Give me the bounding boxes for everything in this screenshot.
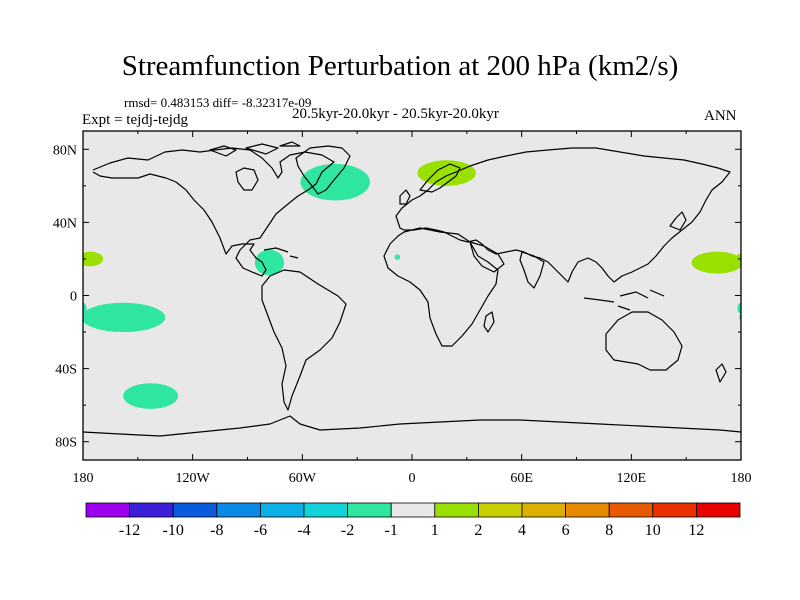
north-atlantic-negative	[300, 163, 370, 201]
axis-ticks	[82, 131, 742, 460]
colorbar-swatch	[216, 502, 261, 518]
coastlines	[83, 141, 741, 437]
map-background	[83, 131, 741, 460]
coastline-africa	[383, 227, 499, 347]
northeast-pacific-positive	[83, 251, 104, 267]
colorbar-label: -6	[254, 522, 267, 539]
lat-tick-label: 80S	[55, 436, 77, 451]
stats-text: rmsd= 0.483153 diff= -8.32317e-09	[124, 95, 312, 110]
axis-tick-labels: 80N 40N 0 40S 80S 180 120W 60W 0 60E 120E 180	[53, 143, 752, 486]
lon-tick-label: 180	[73, 471, 94, 486]
colorbar-label: -1	[385, 522, 398, 539]
colorbar-swatch	[303, 502, 348, 518]
west-pacific-edge-negative-wrap	[83, 302, 87, 314]
coastline-greenland	[295, 145, 351, 195]
colorbar-swatch	[521, 502, 566, 518]
colorbar-label: -12	[119, 522, 140, 539]
coastline-north-america	[92, 147, 335, 277]
colorbar-swatch	[390, 502, 436, 518]
colorbar-swatch	[652, 502, 697, 518]
lat-tick-label: 0	[70, 290, 77, 305]
coastline-australia	[605, 311, 683, 371]
colorbar-swatch	[477, 502, 523, 518]
colorbar-label: 1	[431, 522, 439, 539]
lat-tick-label: 40N	[53, 216, 77, 231]
coastline-eurasia	[395, 147, 731, 283]
colorbar-label: 4	[518, 522, 526, 539]
coastline-japan	[669, 211, 687, 231]
period-text: 20.5kyr-20.0kyr - 20.5kyr-20.0kyr	[292, 106, 499, 122]
lon-tick-label: 0	[409, 471, 416, 486]
northwest-pacific-positive-wrap	[83, 258, 85, 267]
colorbar-swatch	[129, 502, 174, 518]
coastline-arabia	[469, 241, 505, 273]
colorbar-swatch	[172, 502, 218, 518]
coastline-britain	[399, 189, 411, 205]
season-text: ANN	[704, 108, 737, 124]
lon-tick-label: 120E	[617, 471, 647, 486]
colorbar-swatch	[608, 502, 654, 518]
colorbar-swatch	[85, 502, 130, 518]
coastline-hudson-bay	[235, 167, 259, 191]
coastline-scandinavia	[419, 163, 461, 193]
colorbar-label: -8	[210, 522, 223, 539]
south-pacific-negative	[123, 383, 179, 409]
colorbar: -12 -10 -8 -6 -4 -2 -1 1 2 4 6 8 10 12	[85, 502, 741, 539]
lat-tick-label: 40S	[55, 363, 77, 378]
anomaly-layer	[83, 160, 741, 409]
coastline-caribbean	[263, 247, 299, 259]
east-pacific-tropical-negative	[83, 302, 166, 333]
colorbar-label: 8	[605, 522, 613, 539]
colorbar-swatch	[347, 502, 392, 518]
lon-tick-label: 60W	[289, 471, 317, 486]
experiment-text: Expt = tejdj-tejdg	[82, 112, 188, 128]
colorbar-swatch	[565, 502, 610, 518]
coastline-antarctica	[83, 415, 741, 437]
lon-tick-label: 180	[731, 471, 752, 486]
colorbar-label: 10	[645, 522, 661, 539]
central-america-negative	[254, 249, 285, 276]
coastline-madagascar	[483, 311, 495, 333]
lon-tick-label: 120W	[176, 471, 211, 486]
colorbar-swatch	[696, 502, 741, 518]
coastline-south-america	[261, 269, 347, 411]
coastline-new-zealand	[715, 363, 727, 383]
colorbar-label: 12	[688, 522, 704, 539]
colorbar-label: -10	[163, 522, 184, 539]
west-pacific-edge-negative	[737, 302, 741, 314]
colorbar-swatch	[434, 502, 479, 518]
colorbar-label: -2	[341, 522, 354, 539]
coastline-indonesia	[583, 289, 665, 311]
colorbar-swatch	[259, 502, 305, 518]
lon-tick-label: 60E	[510, 471, 533, 486]
scandinavia-positive	[417, 160, 476, 186]
colorbar-label: 2	[474, 522, 482, 539]
coastline-arctic-islands	[209, 141, 301, 157]
west-africa-negative	[394, 254, 401, 260]
colorbar-label: 6	[562, 522, 570, 539]
coastline-india	[519, 251, 545, 289]
northwest-pacific-positive	[691, 251, 741, 274]
east-pacific-tropical-negative-wrap	[739, 313, 741, 322]
lat-tick-label: 80N	[53, 143, 77, 158]
colorbar-label: -4	[297, 522, 310, 539]
map-title: Streamfunction Perturbation at 200 hPa (…	[121, 50, 679, 82]
